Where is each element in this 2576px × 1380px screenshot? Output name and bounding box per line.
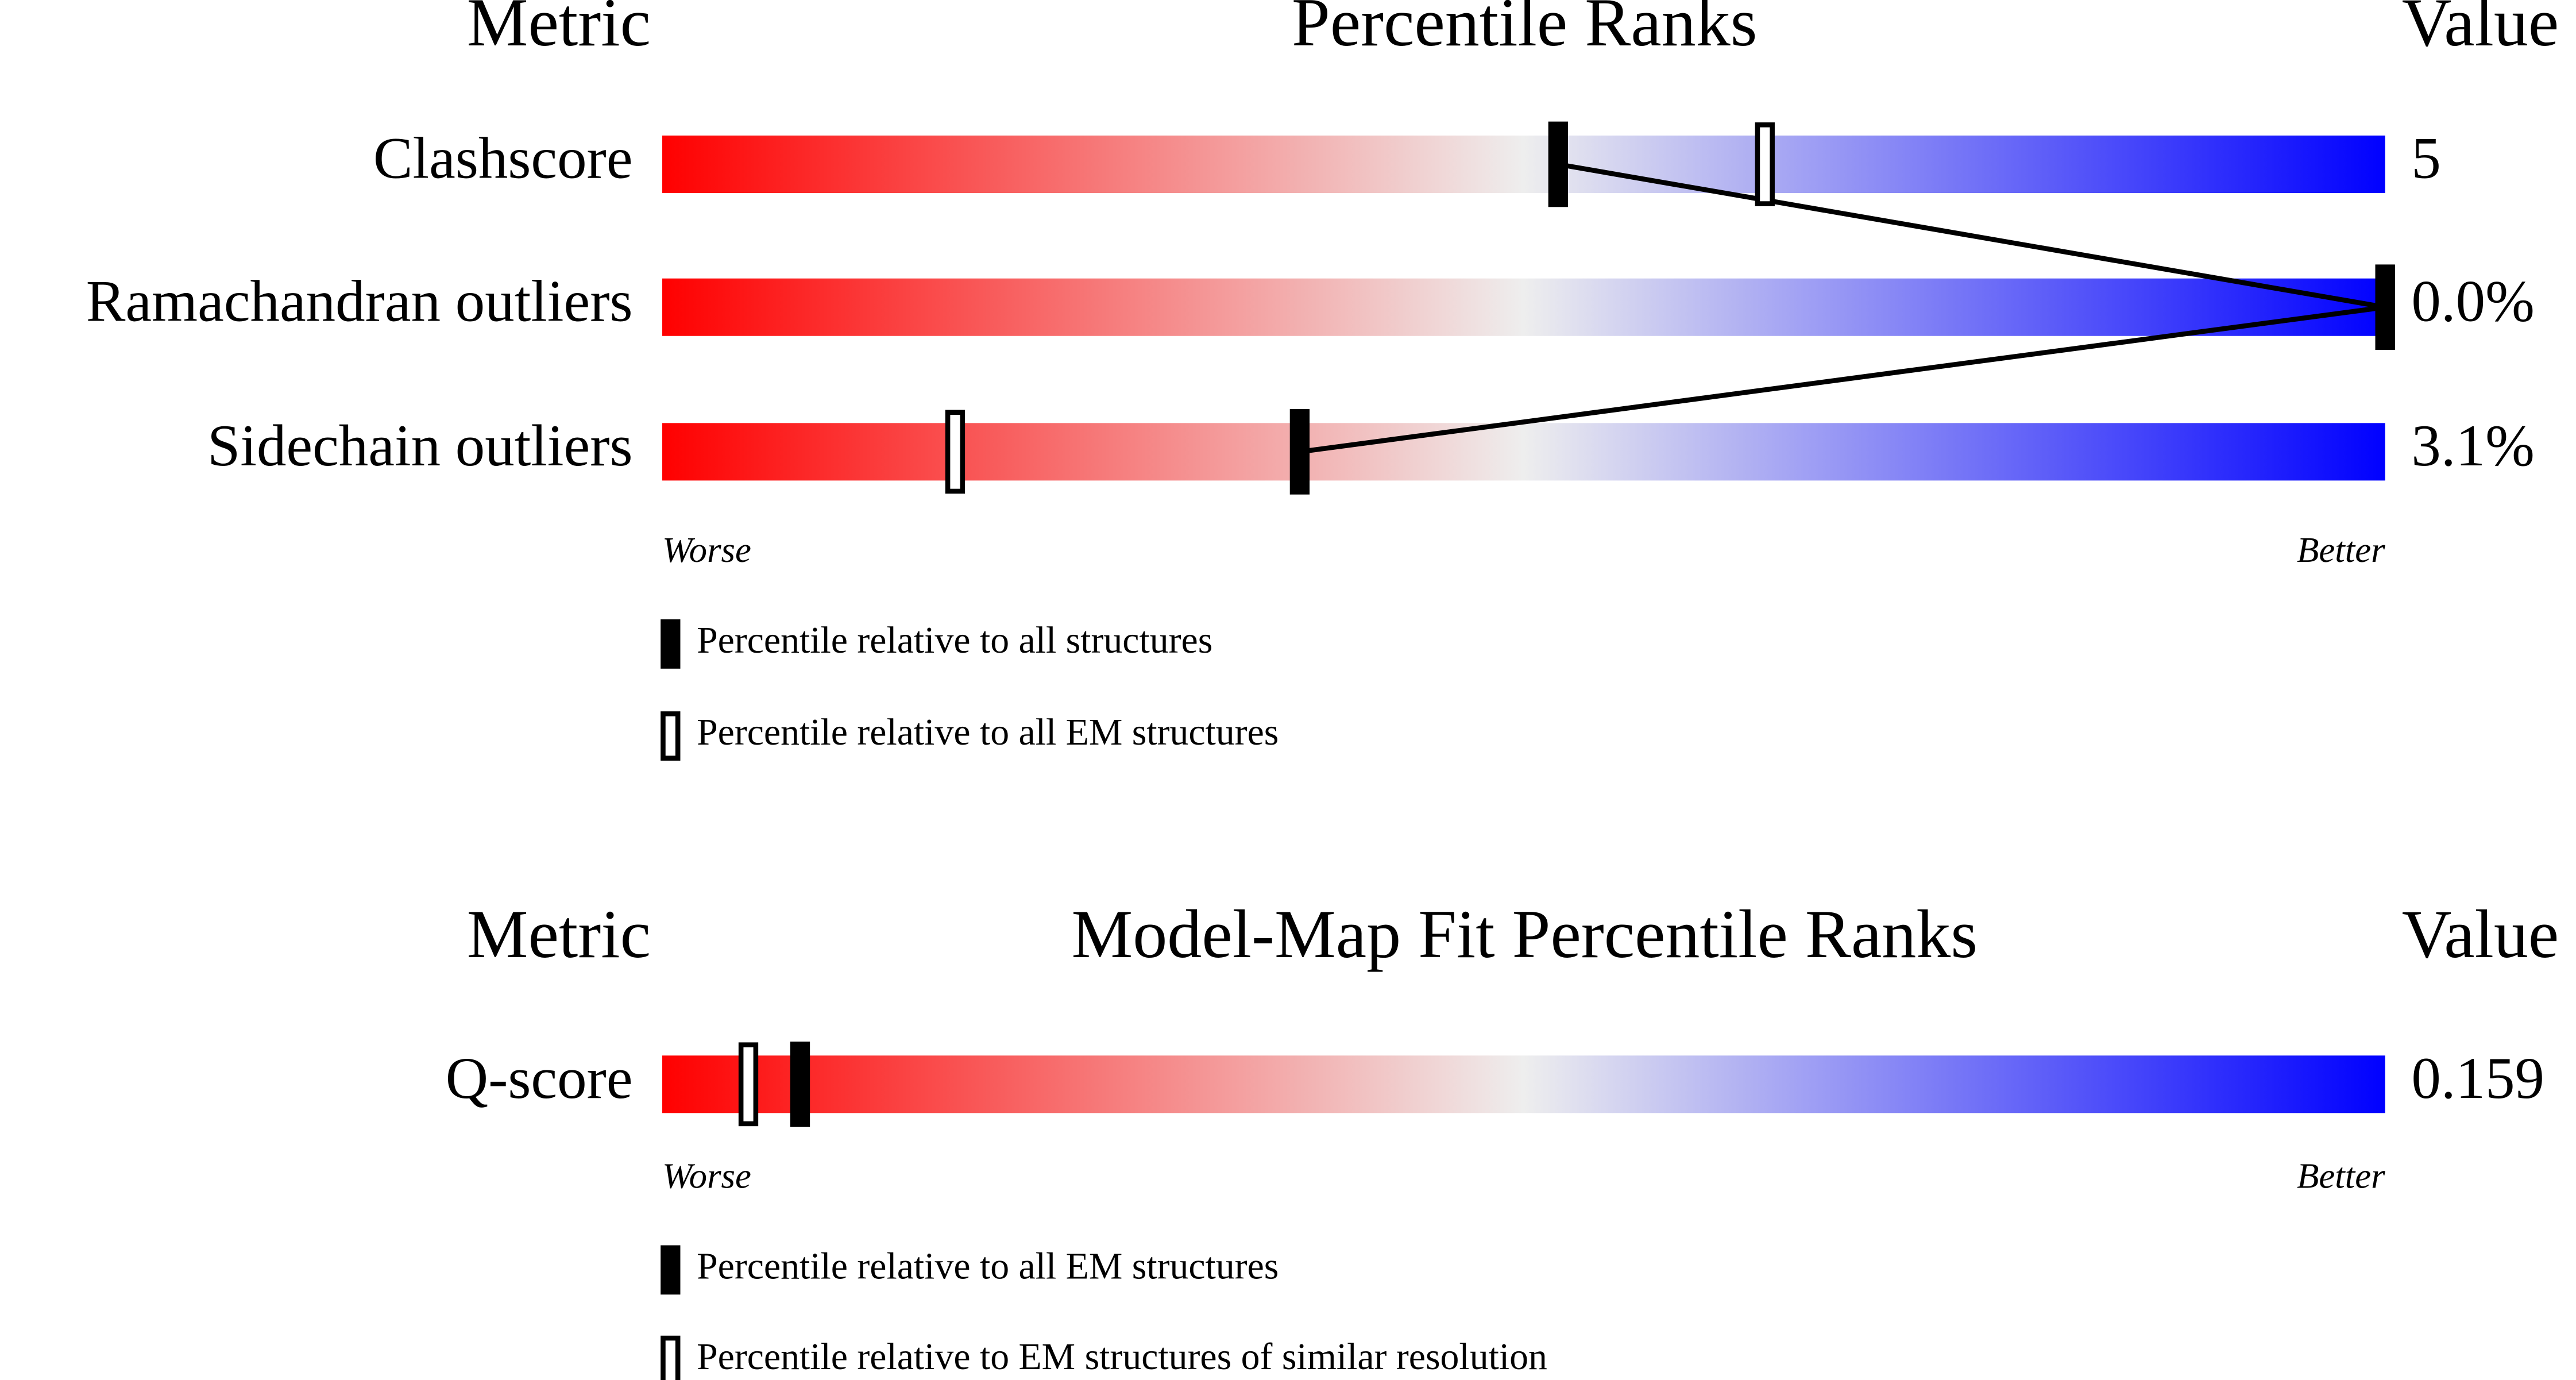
slider-bar	[662, 1055, 2385, 1113]
percentile-marker-filled	[790, 1041, 810, 1127]
metric-label: Clashscore	[373, 126, 633, 191]
metric-value: 5	[2411, 126, 2440, 191]
legend-swatch	[661, 711, 681, 761]
legend-label: Percentile relative to EM structures of …	[697, 1336, 1547, 1378]
slider-bar	[662, 135, 2385, 193]
percentile-marker-filled	[1289, 409, 1310, 495]
header-metric: Metric	[467, 0, 651, 60]
percentile-marker-filled	[1548, 121, 1568, 207]
legend-swatch	[661, 1335, 681, 1380]
metric-value: 3.1%	[2411, 413, 2534, 479]
percentile-marker-open	[1755, 122, 1775, 206]
metric-value: 0.0%	[2411, 268, 2534, 334]
metric-label: Sidechain outliers	[207, 413, 632, 479]
header-metric: Metric	[467, 896, 651, 972]
percentile-marker-filled	[2375, 264, 2395, 350]
header-title: Percentile Ranks	[1292, 0, 1757, 60]
legend-label: Percentile relative to all structures	[697, 619, 1212, 661]
metric-label: Ramachandran outliers	[86, 268, 633, 334]
axis-low-label: Worse	[662, 1156, 751, 1196]
axis-low-label: Worse	[662, 530, 751, 570]
header-value: Value	[2402, 0, 2559, 60]
metric-value: 0.159	[2411, 1046, 2544, 1111]
percentile-marker-open	[945, 410, 965, 494]
slider-bar	[662, 423, 2385, 481]
axis-high-label: Better	[2297, 1156, 2385, 1196]
slider-bar	[662, 278, 2385, 336]
legend-swatch	[661, 1245, 681, 1295]
percentile-marker-open	[738, 1042, 759, 1127]
legend-label: Percentile relative to all EM structures	[697, 711, 1279, 753]
axis-high-label: Better	[2297, 530, 2385, 570]
header-value: Value	[2402, 896, 2559, 972]
legend-label: Percentile relative to all EM structures	[697, 1246, 1279, 1288]
legend-swatch	[661, 619, 681, 669]
metric-label: Q-score	[446, 1046, 633, 1111]
header-title: Model-Map Fit Percentile Ranks	[1071, 896, 1978, 972]
